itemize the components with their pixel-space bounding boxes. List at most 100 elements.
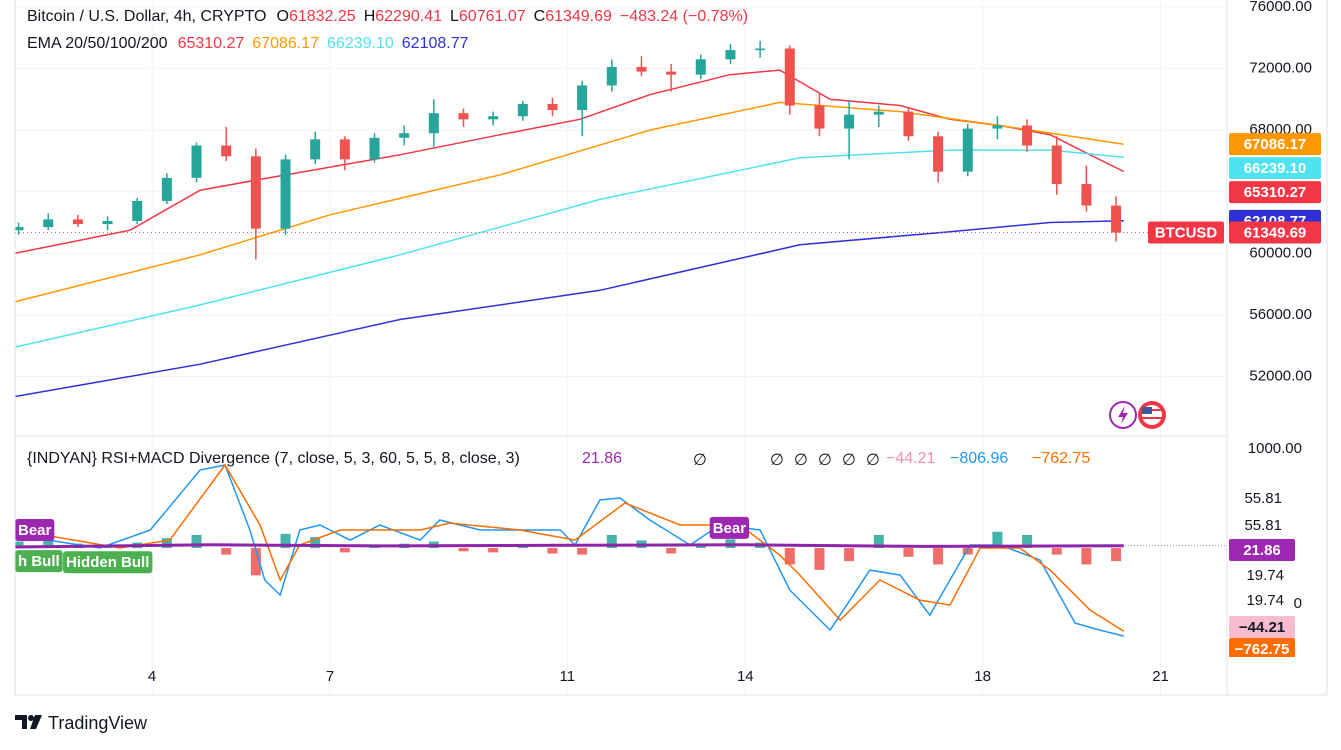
x-tick-label: 14 [737,668,754,685]
candle-body [399,133,410,138]
x-tick-label: 7 [326,668,334,685]
series-line [15,149,1124,348]
overlay-value: 67086.17 [252,35,320,52]
badge-bg [1229,181,1321,204]
badge-text: −762.75 [1235,641,1290,658]
badge-text: 66239.10 [1244,160,1307,177]
price-badge: 65310.27 [1229,181,1321,204]
candle-body [221,145,232,157]
badge-bg [1229,616,1295,638]
histogram-bar [814,548,825,570]
histogram-bar [191,534,202,549]
histogram-bar [844,548,855,562]
candle-body [962,128,973,172]
x-tick-label: 18 [974,668,991,685]
candle-body [755,48,766,51]
overlay-value: 66239.10 [327,35,394,52]
indicator-pane: Bear h Bull Hidden Bull Bear [15,463,1227,637]
x-tick-label: 4 [148,668,156,685]
y-tick-label: 55.81 [1244,490,1282,507]
y-tick-label: 56000.00 [1249,306,1312,323]
candle-body [161,177,172,201]
histogram-bar [1081,548,1092,565]
symbol-legend: Bitcoin / U.S. Dollar, 4h, CRYPTO O61832.… [27,8,756,26]
chart-title: Bitcoin / U.S. Dollar, 4h, CRYPTO [27,8,267,25]
histogram-bar [339,548,350,553]
candle-body [844,114,855,129]
x-tick-label: 11 [560,668,576,685]
histogram-bar [547,548,558,554]
y-tick-label: 76000.00 [1249,0,1312,15]
annotation-bg [15,519,55,542]
candle-body [784,48,795,106]
histogram-bar [873,534,884,549]
overlay-value: 62108.77 [401,35,469,52]
plot-value: 21.86 [582,450,623,467]
candle-body [250,156,261,229]
grid [15,0,1227,695]
histogram-bar [221,548,232,555]
candle-body [933,136,944,172]
candle-body [725,50,736,60]
time-axis: 4 7 11 14 18 21 [148,668,1169,685]
y-tick-label: 19.74 [1246,567,1284,584]
y-tick-label: 72000.00 [1249,59,1312,76]
series-line [15,220,1124,398]
candle-body [1022,125,1033,146]
annotation: Hidden Bull [66,554,149,571]
ohlc-value: 61832.25 [288,8,356,25]
candle-body [488,116,499,120]
annotation: Bear [18,522,52,539]
logo [15,715,42,729]
ohlc-value: 62290.41 [375,8,442,25]
indicator-scale: 1000.00 55.81 55.81 19.74 19.74 0 21.86 −44.21 −… [1229,440,1302,658]
badge-text: −44.21 [1239,619,1285,636]
badge-bg [1229,638,1295,657]
candle-body [577,85,588,111]
candle-body [517,103,528,117]
plot-value: −762.75 [1032,450,1091,467]
candle-body [992,125,1003,129]
plot-value: ∅ [693,452,707,469]
last-price: 61349.69 [1244,224,1307,241]
logo-mark [30,715,42,729]
candle-body [695,59,706,75]
histogram-bar [577,548,588,555]
candle-body [903,111,914,137]
candle-body [339,139,350,160]
overlay-value: 65310.27 [177,35,245,52]
plot-value: ∅ [866,452,880,469]
series-line [15,101,1124,303]
histogram-bar [933,548,944,565]
symbol-badge: BTCUSD [1155,224,1218,241]
value-badge: −44.21 [1229,616,1295,638]
histogram-bar [784,548,795,565]
brand: TradingView [48,713,148,733]
y-tick-label: 1000.00 [1248,440,1302,457]
badge-text: 67086.17 [1244,136,1307,153]
candle-body [636,66,647,72]
badge-bg [1148,221,1224,244]
y-tick-label: 52000.00 [1249,367,1312,384]
badge-bg [1229,157,1321,180]
histogram-bar [1111,548,1122,562]
histogram-bar [250,548,261,576]
candle-body [873,111,884,115]
candle-body [1051,145,1062,185]
histogram-bar [15,541,24,549]
badge-text: 65310.27 [1244,184,1307,201]
histogram-bar [280,533,291,549]
histogram-bar [962,548,973,555]
badge-bg [1229,133,1321,156]
candle-body [547,103,558,111]
candle-body [1111,205,1122,233]
indicator-legend: {INDYAN} RSI+MACD Divergence (7, close, … [27,450,1227,470]
plot-value: −806.96 [950,450,1009,467]
histogram-bar [517,545,528,549]
logo-mark [28,715,34,721]
histogram-bar [1051,548,1062,555]
candle-body [369,137,380,160]
logo-mark [15,715,27,729]
